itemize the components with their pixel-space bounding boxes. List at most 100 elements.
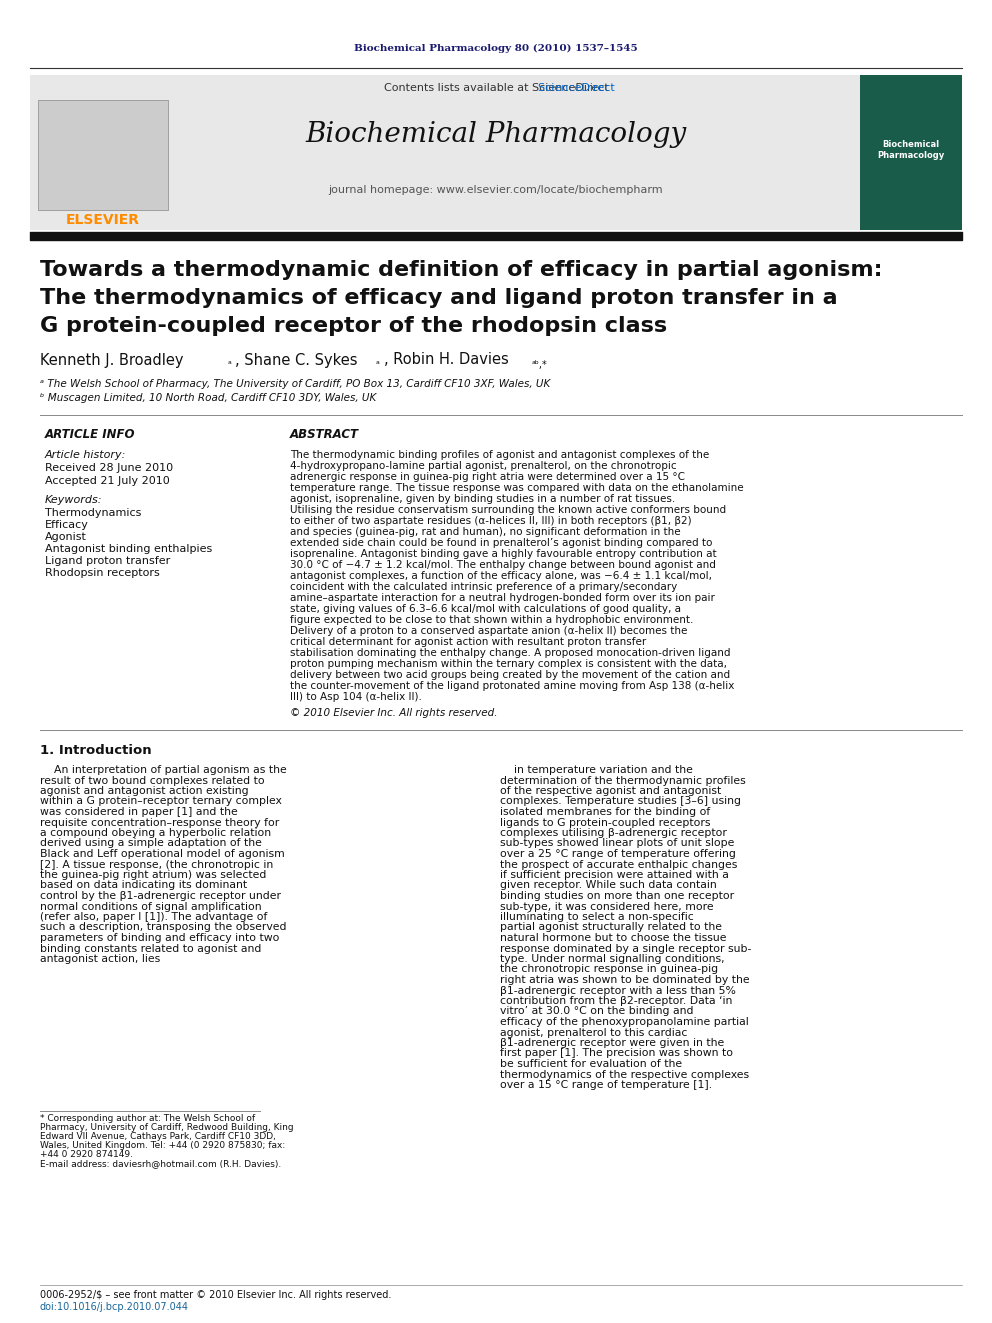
Text: Biochemical Pharmacology 80 (2010) 1537–1545: Biochemical Pharmacology 80 (2010) 1537–…: [354, 44, 638, 53]
Text: determination of the thermodynamic profiles: determination of the thermodynamic profi…: [500, 775, 746, 786]
Text: be sufficient for evaluation of the: be sufficient for evaluation of the: [500, 1058, 682, 1069]
Text: over a 15 °C range of temperature [1].: over a 15 °C range of temperature [1].: [500, 1080, 712, 1090]
Text: control by the β1-adrenergic receptor under: control by the β1-adrenergic receptor un…: [40, 890, 281, 901]
Text: ABSTRACT: ABSTRACT: [290, 429, 359, 442]
Text: derived using a simple adaptation of the: derived using a simple adaptation of the: [40, 839, 262, 848]
Text: ᵃ: ᵃ: [228, 360, 232, 370]
Text: Thermodynamics: Thermodynamics: [45, 508, 142, 519]
Text: journal homepage: www.elsevier.com/locate/biochempharm: journal homepage: www.elsevier.com/locat…: [328, 185, 664, 194]
Text: +44 0 2920 874149.: +44 0 2920 874149.: [40, 1150, 133, 1159]
Text: Wales, United Kingdom. Tel: +44 (0 2920 875830; fax:: Wales, United Kingdom. Tel: +44 (0 2920 …: [40, 1140, 286, 1150]
Text: proton pumping mechanism within the ternary complex is consistent with the data,: proton pumping mechanism within the tern…: [290, 659, 727, 669]
Text: doi:10.1016/j.bcp.2010.07.044: doi:10.1016/j.bcp.2010.07.044: [40, 1302, 189, 1312]
Text: ScienceDirect: ScienceDirect: [377, 83, 615, 93]
Text: Rhodopsin receptors: Rhodopsin receptors: [45, 568, 160, 578]
Text: if sufficient precision were attained with a: if sufficient precision were attained wi…: [500, 871, 729, 880]
Text: state, giving values of 6.3–6.6 kcal/mol with calculations of good quality, a: state, giving values of 6.3–6.6 kcal/mol…: [290, 605, 681, 614]
Text: , Robin H. Davies: , Robin H. Davies: [384, 352, 509, 368]
Text: Contents lists available at ScienceDirect: Contents lists available at ScienceDirec…: [384, 83, 608, 93]
Bar: [30, 75, 185, 230]
Text: a compound obeying a hyperbolic relation: a compound obeying a hyperbolic relation: [40, 828, 271, 837]
Text: delivery between two acid groups being created by the movement of the cation and: delivery between two acid groups being c…: [290, 669, 730, 680]
Text: [2]. A tissue response, (the chronotropic in: [2]. A tissue response, (the chronotropi…: [40, 860, 273, 869]
Text: © 2010 Elsevier Inc. All rights reserved.: © 2010 Elsevier Inc. All rights reserved…: [290, 708, 498, 718]
Text: given receptor. While such data contain: given receptor. While such data contain: [500, 881, 717, 890]
Text: agonist, isoprenaline, given by binding studies in a number of rat tissues.: agonist, isoprenaline, given by binding …: [290, 493, 676, 504]
Text: the chronotropic response in guinea-pig: the chronotropic response in guinea-pig: [500, 964, 718, 975]
Text: ELSEVIER: ELSEVIER: [66, 213, 140, 228]
Text: III) to Asp 104 (α-helix II).: III) to Asp 104 (α-helix II).: [290, 692, 422, 703]
Text: critical determinant for agonist action with resultant proton transfer: critical determinant for agonist action …: [290, 636, 646, 647]
Text: stabilisation dominating the enthalpy change. A proposed monocation-driven ligan: stabilisation dominating the enthalpy ch…: [290, 648, 730, 658]
Text: The thermodynamic binding profiles of agonist and antagonist complexes of the: The thermodynamic binding profiles of ag…: [290, 450, 709, 460]
Text: G protein-coupled receptor of the rhodopsin class: G protein-coupled receptor of the rhodop…: [40, 316, 668, 336]
Text: 0006-2952/$ – see front matter © 2010 Elsevier Inc. All rights reserved.: 0006-2952/$ – see front matter © 2010 El…: [40, 1290, 392, 1301]
Text: ᵃᵇ,*: ᵃᵇ,*: [532, 360, 548, 370]
Text: 30.0 °C of −4.7 ± 1.2 kcal/mol. The enthalpy change between bound agonist and: 30.0 °C of −4.7 ± 1.2 kcal/mol. The enth…: [290, 560, 716, 570]
Text: parameters of binding and efficacy into two: parameters of binding and efficacy into …: [40, 933, 280, 943]
Text: such a description, transposing the observed: such a description, transposing the obse…: [40, 922, 287, 933]
Text: Utilising the residue conservatism surrounding the known active conformers bound: Utilising the residue conservatism surro…: [290, 505, 726, 515]
Text: Accepted 21 July 2010: Accepted 21 July 2010: [45, 476, 170, 486]
Text: ᵃ The Welsh School of Pharmacy, The University of Cardiff, PO Box 13, Cardiff CF: ᵃ The Welsh School of Pharmacy, The Univ…: [40, 378, 551, 389]
Text: antagonist action, lies: antagonist action, lies: [40, 954, 161, 964]
Text: complexes. Temperature studies [3–6] using: complexes. Temperature studies [3–6] usi…: [500, 796, 741, 807]
Text: the counter-movement of the ligand protonated amine moving from Asp 138 (α-helix: the counter-movement of the ligand proto…: [290, 681, 734, 691]
Text: within a G protein–receptor ternary complex: within a G protein–receptor ternary comp…: [40, 796, 282, 807]
Text: sub-type, it was considered here, more: sub-type, it was considered here, more: [500, 901, 713, 912]
Text: sub-types showed linear plots of unit slope: sub-types showed linear plots of unit sl…: [500, 839, 734, 848]
Text: Edward VII Avenue, Cathays Park, Cardiff CF10 3DD,: Edward VII Avenue, Cathays Park, Cardiff…: [40, 1132, 276, 1140]
Text: binding constants related to agonist and: binding constants related to agonist and: [40, 943, 261, 954]
Text: E-mail address: daviesrh@hotmail.com (R.H. Davies).: E-mail address: daviesrh@hotmail.com (R.…: [40, 1159, 282, 1168]
Text: vitro’ at 30.0 °C on the binding and: vitro’ at 30.0 °C on the binding and: [500, 1007, 693, 1016]
Text: of the respective agonist and antagonist: of the respective agonist and antagonist: [500, 786, 721, 796]
Text: An interpretation of partial agonism as the: An interpretation of partial agonism as …: [40, 765, 287, 775]
Text: 1. Introduction: 1. Introduction: [40, 744, 152, 757]
Text: , Shane C. Sykes: , Shane C. Sykes: [235, 352, 357, 368]
Text: ligands to G protein-coupled receptors: ligands to G protein-coupled receptors: [500, 818, 710, 827]
Text: Pharmacy, University of Cardiff, Redwood Building, King: Pharmacy, University of Cardiff, Redwood…: [40, 1123, 294, 1132]
Text: temperature range. The tissue response was compared with data on the ethanolamin: temperature range. The tissue response w…: [290, 483, 744, 493]
Text: based on data indicating its dominant: based on data indicating its dominant: [40, 881, 247, 890]
Text: the prospect of accurate enthalpic changes: the prospect of accurate enthalpic chang…: [500, 860, 737, 869]
Text: Antagonist binding enthalpies: Antagonist binding enthalpies: [45, 544, 212, 554]
Text: contribution from the β2-receptor. Data ‘in: contribution from the β2-receptor. Data …: [500, 996, 732, 1005]
Text: right atria was shown to be dominated by the: right atria was shown to be dominated by…: [500, 975, 750, 986]
Text: agonist and antagonist action existing: agonist and antagonist action existing: [40, 786, 249, 796]
Text: was considered in paper [1] and the: was considered in paper [1] and the: [40, 807, 238, 818]
Text: The thermodynamics of efficacy and ligand proton transfer in a: The thermodynamics of efficacy and ligan…: [40, 288, 837, 308]
Text: amine–aspartate interaction for a neutral hydrogen-bonded form over its ion pair: amine–aspartate interaction for a neutra…: [290, 593, 715, 603]
Text: ARTICLE INFO: ARTICLE INFO: [45, 429, 136, 442]
Text: Biochemical Pharmacology: Biochemical Pharmacology: [306, 122, 686, 148]
Text: efficacy of the phenoxypropanolamine partial: efficacy of the phenoxypropanolamine par…: [500, 1017, 749, 1027]
Text: Ligand proton transfer: Ligand proton transfer: [45, 556, 171, 566]
Bar: [860, 75, 962, 230]
Text: complexes utilising β-adrenergic receptor: complexes utilising β-adrenergic recepto…: [500, 828, 727, 837]
Text: Article history:: Article history:: [45, 450, 126, 460]
Text: β1-adrenergic receptor were given in the: β1-adrenergic receptor were given in the: [500, 1039, 724, 1048]
Text: antagonist complexes, a function of the efficacy alone, was −6.4 ± 1.1 kcal/mol,: antagonist complexes, a function of the …: [290, 572, 712, 581]
Text: in temperature variation and the: in temperature variation and the: [500, 765, 692, 775]
Text: ᵃ: ᵃ: [376, 360, 380, 370]
Text: Kenneth J. Broadley: Kenneth J. Broadley: [40, 352, 184, 368]
Text: the guinea-pig right atrium) was selected: the guinea-pig right atrium) was selecte…: [40, 871, 267, 880]
Text: 4-hydroxypropano-lamine partial agonist, prenalterol, on the chronotropic: 4-hydroxypropano-lamine partial agonist,…: [290, 460, 677, 471]
Bar: [38, 101, 168, 210]
Text: coincident with the calculated intrinsic preference of a primary/secondary: coincident with the calculated intrinsic…: [290, 582, 678, 591]
Text: type. Under normal signalling conditions,: type. Under normal signalling conditions…: [500, 954, 724, 964]
Text: Black and Leff operational model of agonism: Black and Leff operational model of agon…: [40, 849, 285, 859]
Text: Delivery of a proton to a conserved aspartate anion (α-helix II) becomes the: Delivery of a proton to a conserved aspa…: [290, 626, 687, 636]
Text: and species (guinea-pig, rat and human), no significant deformation in the: and species (guinea-pig, rat and human),…: [290, 527, 681, 537]
Text: binding studies on more than one receptor: binding studies on more than one recepto…: [500, 890, 734, 901]
Text: adrenergic response in guinea-pig right atria were determined over a 15 °C: adrenergic response in guinea-pig right …: [290, 472, 685, 482]
Text: Biochemical
Pharmacology: Biochemical Pharmacology: [877, 140, 944, 160]
Text: Received 28 June 2010: Received 28 June 2010: [45, 463, 174, 474]
Text: first paper [1]. The precision was shown to: first paper [1]. The precision was shown…: [500, 1049, 733, 1058]
Text: figure expected to be close to that shown within a hydrophobic environment.: figure expected to be close to that show…: [290, 615, 693, 624]
Text: Towards a thermodynamic definition of efficacy in partial agonism:: Towards a thermodynamic definition of ef…: [40, 261, 883, 280]
Text: β1-adrenergic receptor with a less than 5%: β1-adrenergic receptor with a less than …: [500, 986, 736, 995]
Text: extended side chain could be found in prenalterol’s agonist binding compared to: extended side chain could be found in pr…: [290, 538, 712, 548]
Text: * Corresponding author at: The Welsh School of: * Corresponding author at: The Welsh Sch…: [40, 1114, 255, 1123]
Text: to either of two aspartate residues (α-helices II, III) in both receptors (β1, β: to either of two aspartate residues (α-h…: [290, 516, 691, 527]
Text: (refer also, paper I [1]). The advantage of: (refer also, paper I [1]). The advantage…: [40, 912, 268, 922]
